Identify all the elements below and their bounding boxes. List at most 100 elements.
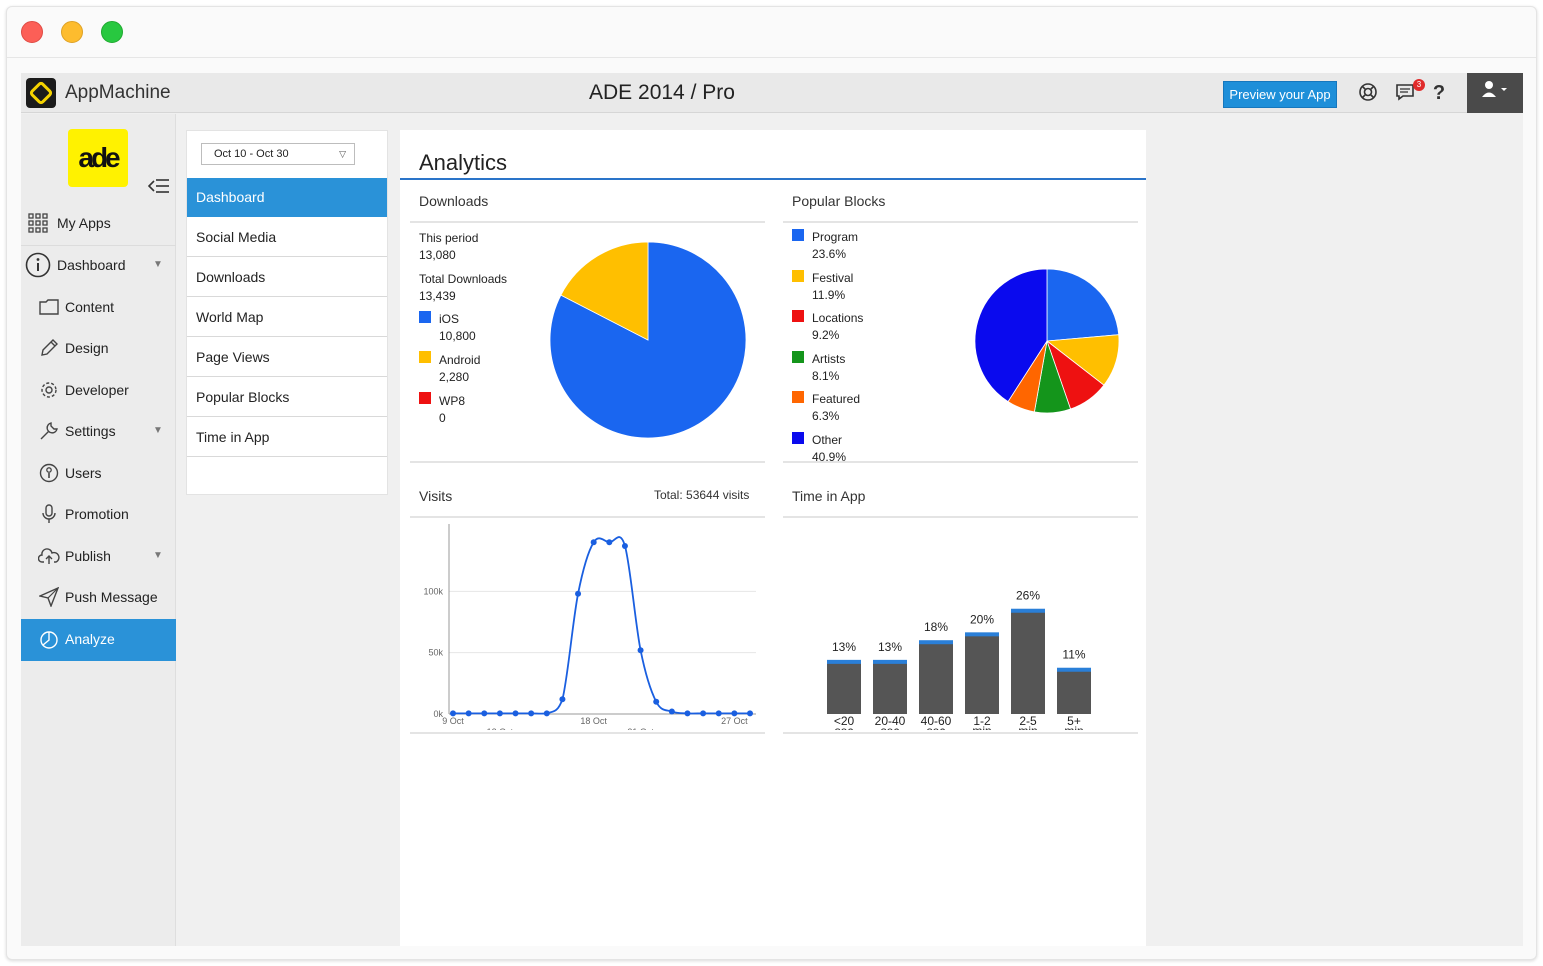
legend-swatch	[792, 310, 804, 323]
data-point[interactable]	[481, 710, 488, 717]
y-tick-label: 0k	[433, 709, 443, 719]
subnav-item-downloads[interactable]: Downloads	[187, 258, 387, 297]
data-point[interactable]	[668, 708, 675, 715]
total-downloads-label: Total Downloads	[419, 272, 508, 286]
legend-swatch	[792, 350, 804, 363]
chevron-down-icon: ▼	[153, 425, 163, 436]
category-label: <20	[834, 714, 855, 728]
x-tick-label: 18 Oct	[580, 716, 607, 726]
this-period-label: This period	[419, 231, 479, 245]
bar[interactable]	[965, 635, 999, 714]
category-label: 5+	[1067, 714, 1081, 728]
data-point[interactable]	[465, 710, 472, 717]
sidebar-item-publish[interactable]: Publish ▼	[21, 536, 176, 576]
sidebar-item-developer[interactable]: Developer	[21, 370, 176, 410]
user-menu-button[interactable]	[1467, 73, 1523, 113]
data-point[interactable]	[528, 710, 535, 717]
time-in-app-bar-chart: 13%<20sec13%20-40sec18%40-60sec20%1-2min…	[827, 589, 1091, 730]
pie-slice-android[interactable]	[560, 241, 649, 341]
chevron-down-icon: ▼	[153, 259, 163, 270]
bar[interactable]	[919, 643, 953, 714]
sidebar-item-promotion[interactable]: Promotion	[21, 494, 176, 534]
data-point[interactable]	[715, 710, 722, 717]
appmachine-logo-icon[interactable]	[26, 78, 56, 108]
messages-badge: 3	[1413, 79, 1425, 91]
data-point[interactable]	[700, 710, 707, 717]
sidebar-item-label: Developer	[65, 382, 129, 398]
preview-app-button[interactable]: Preview your App	[1223, 81, 1337, 108]
data-point[interactable]	[731, 710, 738, 717]
browser-window: AppMachine ADE 2014 / Pro Preview your A…	[6, 6, 1537, 960]
data-point[interactable]	[496, 710, 503, 717]
legend-label-wp8: WP8	[439, 394, 466, 408]
data-point[interactable]	[590, 539, 597, 546]
sidebar-item-analyze[interactable]: Analyze	[21, 619, 176, 661]
page-title: Analytics	[419, 150, 508, 175]
sidebar-item-users[interactable]: Users	[21, 453, 176, 493]
legend-swatch	[792, 391, 804, 404]
subnav-item-page-views[interactable]: Page Views	[187, 338, 387, 377]
subnav-item-popular-blocks[interactable]: Popular Blocks	[187, 378, 387, 417]
minimize-window-button[interactable]	[61, 21, 83, 43]
bar-cap	[965, 632, 999, 637]
close-window-button[interactable]	[21, 21, 43, 43]
legend-label-ios: iOS	[439, 312, 460, 326]
bar-cap	[827, 659, 861, 664]
subnav-item-dashboard[interactable]: Dashboard	[187, 178, 387, 217]
bar[interactable]	[1011, 611, 1045, 714]
this-period-value: 13,080	[419, 248, 456, 262]
category-label: 1-2	[973, 714, 991, 728]
data-point[interactable]	[543, 710, 550, 717]
legend-label: Artists	[812, 351, 846, 366]
data-point[interactable]	[684, 710, 691, 717]
subnav-item-world-map[interactable]: World Map	[187, 298, 387, 337]
data-point[interactable]	[621, 542, 628, 549]
section-divider	[410, 461, 765, 463]
popular-blocks-title: Popular Blocks	[792, 193, 886, 209]
sidebar-item-design[interactable]: Design	[21, 328, 176, 368]
section-divider	[783, 516, 1138, 518]
data-point[interactable]	[559, 696, 566, 703]
y-tick-label: 100k	[423, 586, 443, 596]
legend-value-android: 2,280	[439, 370, 470, 384]
section-divider	[783, 221, 1138, 223]
app-icon[interactable]: ade	[68, 129, 128, 187]
sidebar-divider	[21, 245, 176, 246]
sidebar-item-label: Users	[65, 465, 102, 481]
collapse-sidebar-icon[interactable]	[147, 177, 170, 200]
subnav-item-social-media[interactable]: Social Media	[187, 218, 387, 257]
date-range-value: Oct 10 - Oct 30	[214, 148, 289, 160]
sidebar-item-push-message[interactable]: Push Message	[21, 577, 176, 617]
maximize-window-button[interactable]	[101, 21, 123, 43]
data-point[interactable]	[575, 590, 582, 597]
date-range-select[interactable]: Oct 10 - Oct 30 ▽	[201, 143, 355, 165]
total-downloads-value: 13,439	[419, 289, 456, 303]
data-point[interactable]	[606, 539, 613, 546]
analyze-subnav: Oct 10 - Oct 30 ▽ Dashboard Social Media…	[186, 130, 388, 495]
data-point[interactable]	[512, 710, 519, 717]
sidebar-item-label: Content	[65, 299, 115, 315]
bar[interactable]	[873, 662, 907, 714]
help-icon[interactable]: ?	[1432, 82, 1446, 104]
data-point[interactable]	[450, 710, 456, 717]
data-point[interactable]	[637, 647, 644, 654]
x-tick-label: 12 Oct	[487, 727, 514, 730]
sidebar-item-content[interactable]: Content	[21, 287, 176, 327]
data-label: 11%	[1062, 648, 1085, 662]
pie-slice-program[interactable]	[1046, 268, 1120, 342]
data-point[interactable]	[653, 698, 660, 705]
sidebar-item-settings[interactable]: Settings ▼	[21, 411, 176, 451]
data-point[interactable]	[747, 710, 753, 717]
bar[interactable]	[1057, 670, 1091, 714]
legend-swatch	[792, 432, 804, 444]
sidebar-item-label: Design	[65, 340, 109, 356]
section-divider	[783, 461, 1138, 463]
lifebuoy-icon[interactable]	[1357, 82, 1379, 104]
sidebar-item-my-apps[interactable]: My Apps	[21, 203, 176, 243]
subnav-item-time-in-app[interactable]: Time in App	[187, 418, 387, 457]
bar[interactable]	[827, 662, 861, 714]
pie-slice-other[interactable]	[974, 268, 1048, 403]
sidebar-item-dashboard[interactable]: Dashboard ▼	[21, 245, 176, 285]
legend-swatch-ios	[419, 311, 431, 323]
